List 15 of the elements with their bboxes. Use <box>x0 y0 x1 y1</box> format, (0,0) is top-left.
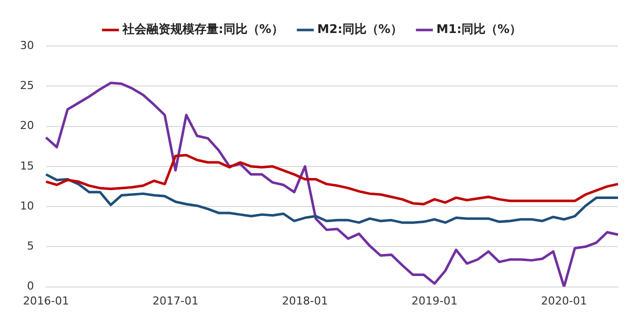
legend-label: 社会融资规模存量:同比（%） <box>121 22 284 36</box>
x-tick-label: 2017-01 <box>152 294 198 308</box>
legend-label: M1:同比（%） <box>436 22 522 36</box>
y-tick-label: 5 <box>26 240 34 253</box>
legend-label: M2:同比（%） <box>317 22 402 36</box>
x-tick-label: 2018-01 <box>282 294 328 308</box>
y-tick-label: 10 <box>20 199 34 212</box>
x-tick-label: 2020-01 <box>541 294 588 308</box>
x-tick-label: 2016-01 <box>23 294 69 308</box>
y-tick-label: 20 <box>20 119 34 132</box>
y-tick-label: 25 <box>20 78 34 92</box>
y-tick-label: 0 <box>26 280 34 293</box>
x-tick-label: 2019-01 <box>412 294 458 308</box>
y-tick-label: 15 <box>20 159 34 172</box>
y-tick-label: 30 <box>20 38 34 52</box>
